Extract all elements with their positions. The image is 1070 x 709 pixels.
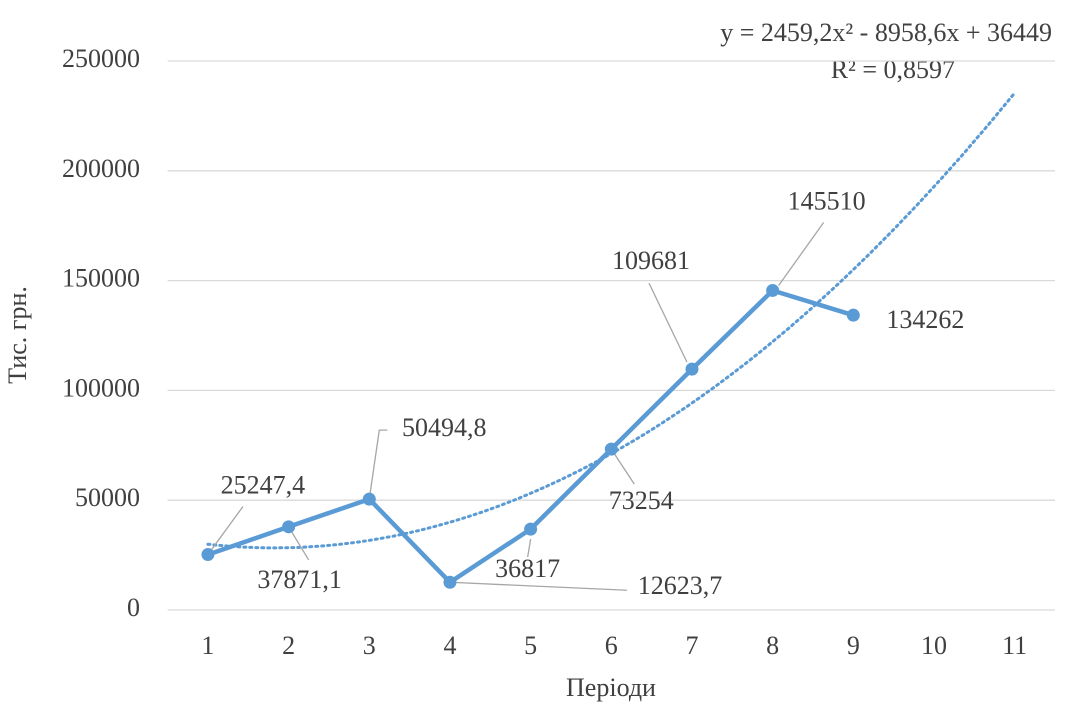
leader-line: [648, 282, 688, 363]
data-label: 36817: [495, 554, 560, 583]
leader-line: [207, 506, 244, 555]
x-tick-label: 10: [921, 631, 947, 660]
x-tick-label: 3: [363, 631, 376, 660]
x-tick-label: 6: [605, 631, 618, 660]
x-tick-label: 4: [443, 631, 456, 660]
data-label: 73254: [609, 486, 674, 515]
data-point: [362, 492, 376, 506]
y-tick-label: 150000: [62, 264, 140, 293]
y-tick-label: 0: [127, 593, 140, 622]
y-tick-label: 200000: [62, 154, 140, 183]
x-tick-label: 11: [1002, 631, 1027, 660]
data-label: 145510: [788, 186, 866, 215]
data-label: 50494,8: [402, 413, 487, 442]
y-tick-label: 250000: [62, 44, 140, 73]
leader-line: [449, 581, 627, 591]
data-point: [766, 283, 780, 297]
x-tick-label: 7: [685, 631, 698, 660]
y-tick-label: 100000: [62, 373, 140, 402]
data-point: [604, 442, 618, 456]
data-point: [282, 520, 296, 534]
data-point: [846, 308, 860, 322]
data-point: [443, 575, 457, 589]
x-tick-label: 5: [524, 631, 537, 660]
data-label: 134262: [886, 305, 964, 334]
data-point: [685, 362, 699, 376]
leader-line: [610, 448, 635, 485]
leader-line: [526, 539, 532, 558]
data-label: 109681: [612, 246, 690, 275]
data-line: [207, 288, 854, 585]
x-tick-label: 8: [766, 631, 779, 660]
leader-line: [778, 222, 825, 286]
x-tick-label: 9: [847, 631, 860, 660]
y-tick-label: 50000: [75, 483, 140, 512]
data-label: 25247,4: [221, 471, 306, 500]
x-tick-label: 1: [201, 631, 214, 660]
trendline-r2: R² = 0,8597: [831, 55, 955, 84]
x-axis-label: Періоди: [566, 673, 656, 702]
leader-line: [368, 429, 388, 500]
data-point: [201, 548, 215, 562]
x-tick-label: 2: [282, 631, 295, 660]
y-axis-label: Тис. грн.: [3, 286, 32, 384]
data-label: 37871,1: [257, 565, 342, 594]
data-label: 12623,7: [638, 571, 723, 600]
trendline-equation: y = 2459,2x² - 8958,6x + 36449: [720, 18, 1052, 47]
data-point: [524, 522, 538, 536]
